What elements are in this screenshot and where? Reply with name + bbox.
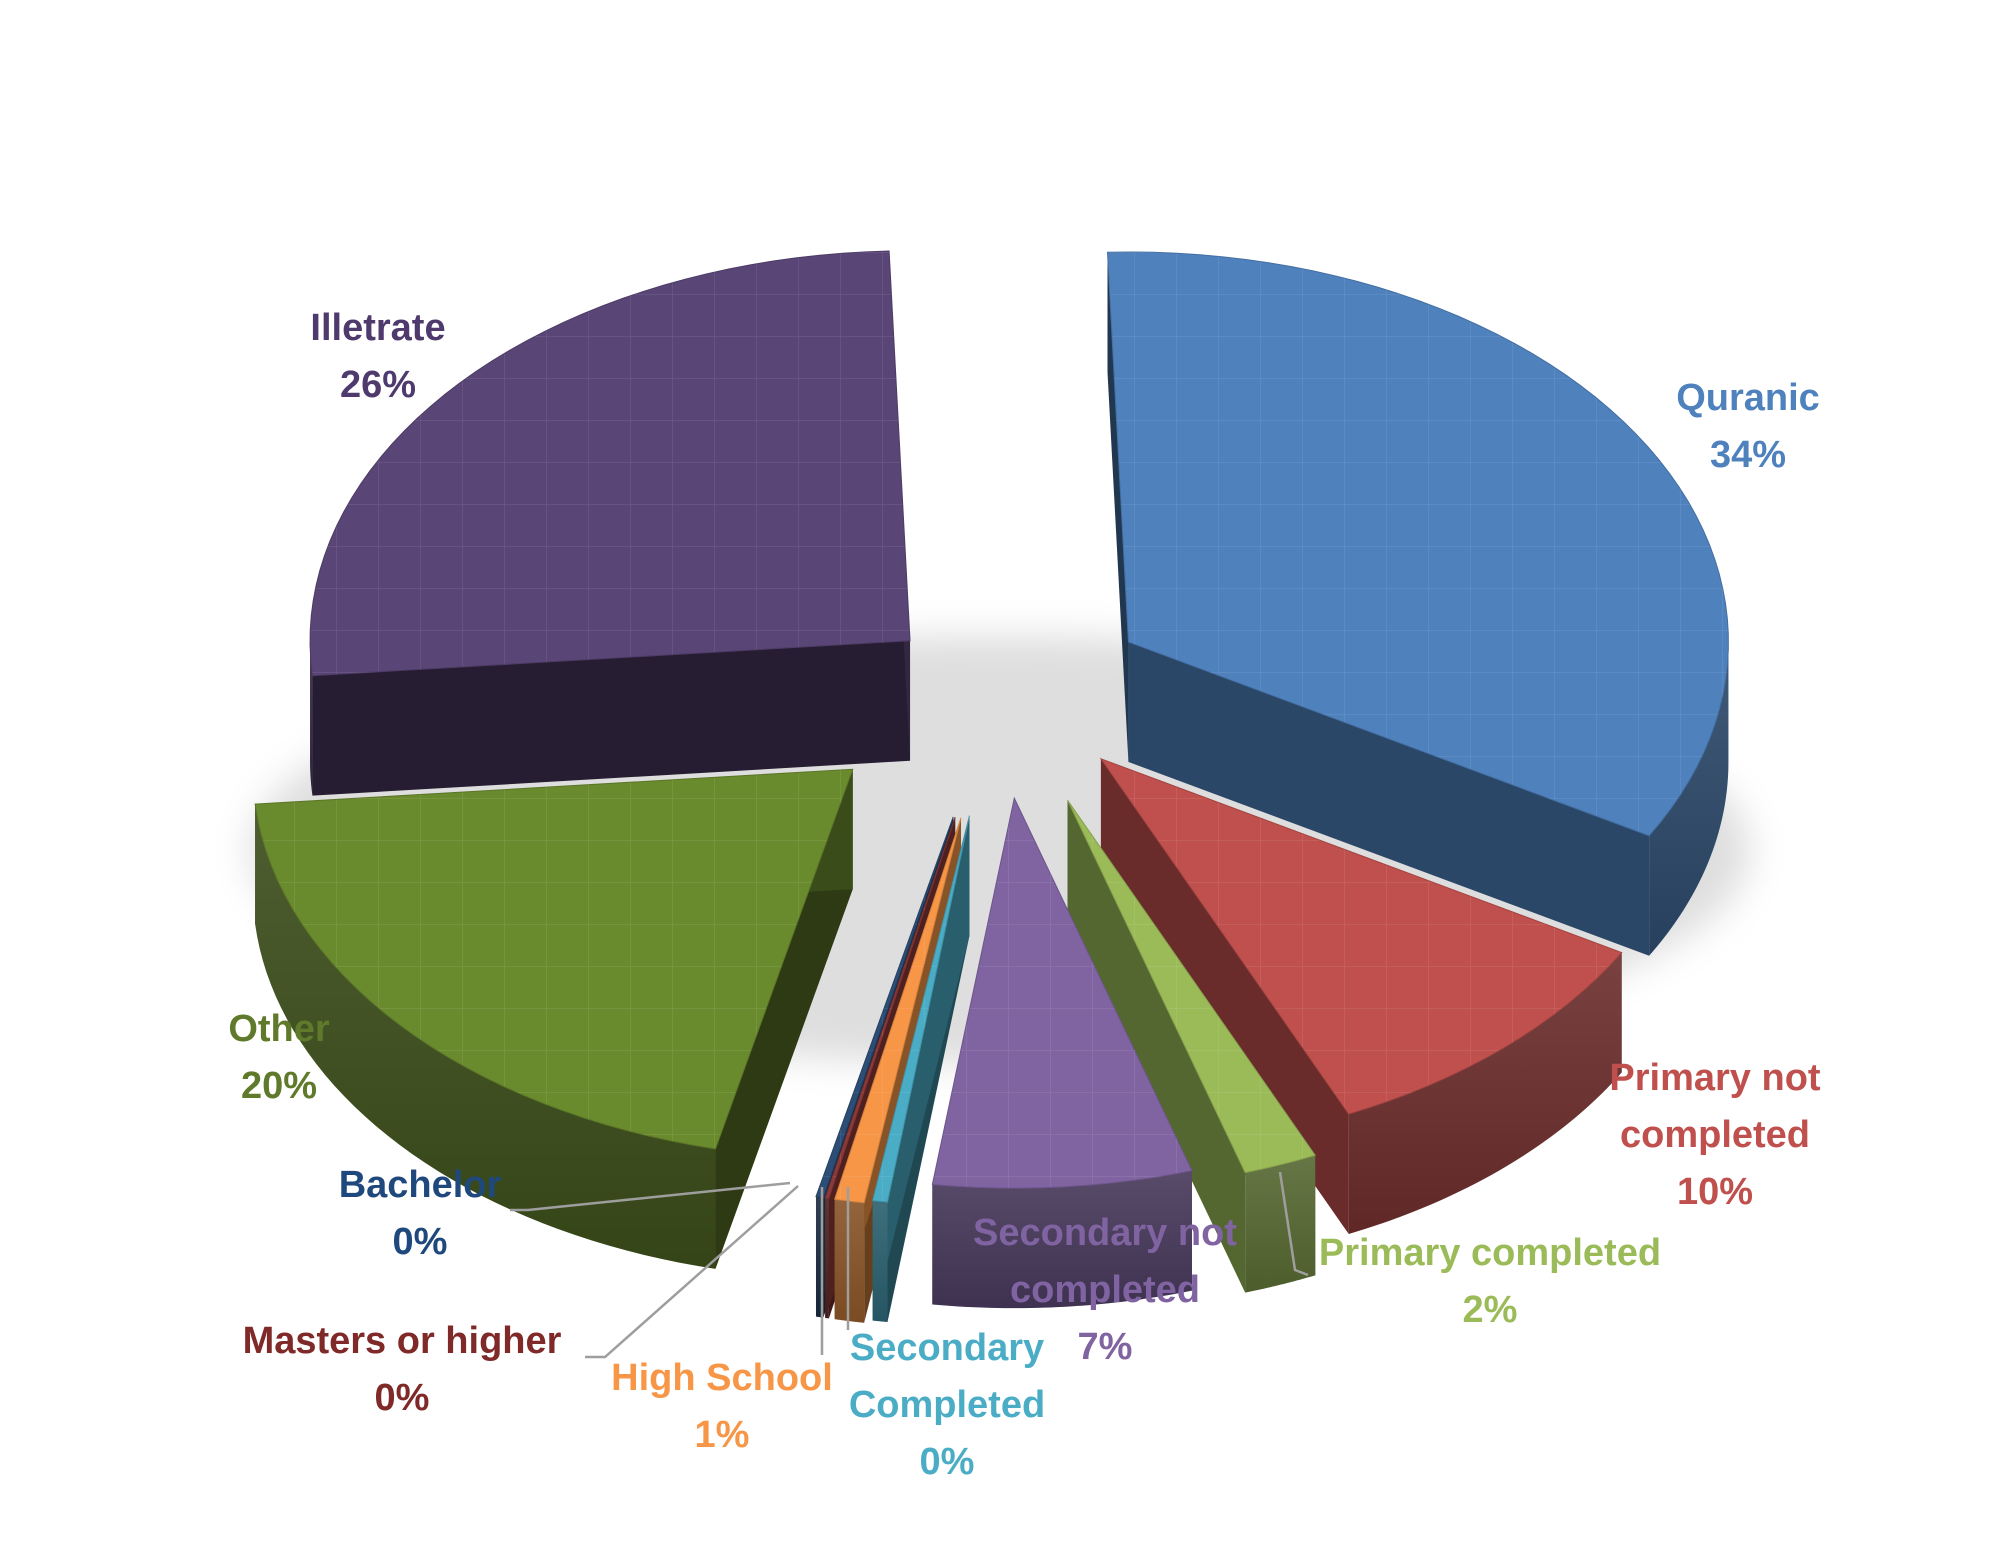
pie-slice-rim-shade: [255, 804, 716, 1269]
pie-slice-quranic: [1106, 251, 1729, 956]
data-label-other: Other 20%: [228, 1008, 330, 1107]
pie-slice-texture: [872, 815, 970, 1203]
pie-slice-wall: [312, 640, 911, 796]
pie-slice-rim-shade: [310, 640, 313, 796]
data-label-secondary-not-completed: Secondary not completed 7%: [973, 1212, 1237, 1368]
pie-slice-secondary-not-completed: [931, 796, 1193, 1309]
data-label-bachelor: Bachelor 0%: [339, 1164, 502, 1263]
data-label-quranic: Quranic 34%: [1676, 377, 1820, 476]
leader-line-masters-or-higher: [585, 1185, 799, 1359]
data-label-high-school: High School 1%: [611, 1357, 833, 1456]
pie-slice-rim-shade: [1649, 641, 1729, 956]
pie-slice-texture: [1107, 251, 1729, 836]
pie-slice-primary-not-completed: [1099, 757, 1623, 1234]
pie-slice-rim-shade: [1348, 952, 1622, 1234]
pie-slice-texture: [255, 769, 853, 1149]
pie-slice-secondary-completed: [872, 815, 970, 1323]
pie-slice-texture: [834, 817, 961, 1203]
pie-slice-texture: [310, 251, 911, 676]
data-label-primary-completed: Primary completed 2%: [1319, 1232, 1661, 1331]
data-label-secondary-completed: Secondary Completed 0%: [849, 1327, 1045, 1483]
pie-slice-wall: [1107, 252, 1129, 762]
data-label-illetrate: Illetrate 26%: [310, 307, 445, 406]
pie-slice-rim-shade: [1245, 1155, 1316, 1293]
pie-slice-texture: [1100, 758, 1622, 1114]
leader-line-primary-completed: [1278, 1171, 1309, 1277]
pie-slice-rim-shade: [872, 1200, 888, 1323]
pie-slice-wall: [1128, 641, 1650, 956]
pie-slice-other: [254, 768, 854, 1269]
pie-slice-texture: [1067, 800, 1316, 1173]
pie-slice-wall: [1067, 800, 1246, 1293]
data-label-masters-or-higher: Masters or higher 0%: [243, 1320, 562, 1419]
pie-slice-rim-shade: [932, 1170, 1192, 1309]
leader-line-bachelor: [510, 1181, 791, 1212]
pie-slice-wall: [872, 815, 970, 1321]
pie-slice-wall: [715, 769, 853, 1269]
pie-slice-illetrate: [309, 250, 911, 796]
pie-slice-texture: [815, 816, 954, 1198]
pie-slice-texture: [825, 817, 956, 1199]
pie-slice-texture: [932, 798, 1192, 1189]
data-label-primary-not-completed: Primary not completed 10%: [1609, 1057, 1821, 1213]
pie-slice-primary-completed: [1067, 799, 1317, 1293]
pie-slice-rim-shade: [834, 1199, 865, 1323]
pie-slice-rim-shade: [825, 1197, 829, 1319]
